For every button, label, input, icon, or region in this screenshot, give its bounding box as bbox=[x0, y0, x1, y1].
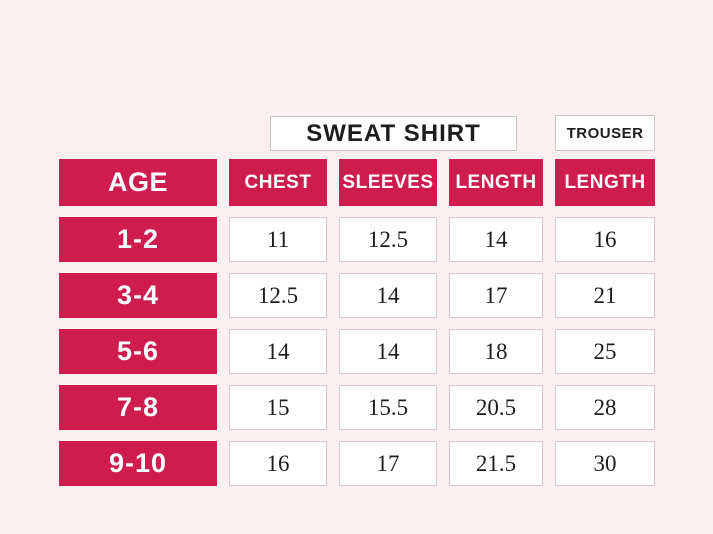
column-header-cell: SLEEVES bbox=[339, 159, 437, 206]
column-header-cell: CHEST bbox=[229, 159, 327, 206]
size-value-cell: 15.5 bbox=[339, 385, 437, 430]
age-row-label: 7-8 bbox=[59, 385, 217, 430]
age-header-cell: AGE bbox=[59, 159, 217, 206]
size-value-cell: 18 bbox=[449, 329, 543, 374]
size-value-cell: 16 bbox=[555, 217, 655, 262]
size-value-cell: 14 bbox=[449, 217, 543, 262]
size-value-cell: 15 bbox=[229, 385, 327, 430]
size-value-cell: 21 bbox=[555, 273, 655, 318]
size-value-cell: 11 bbox=[229, 217, 327, 262]
column-header-cell: LENGTH bbox=[555, 159, 655, 206]
size-value-cell: 14 bbox=[229, 329, 327, 374]
size-value-cell: 30 bbox=[555, 441, 655, 486]
size-value-cell: 14 bbox=[339, 329, 437, 374]
size-value-cell: 12.5 bbox=[229, 273, 327, 318]
trouser-group-header: TROUSER bbox=[555, 115, 655, 151]
size-value-cell: 12.5 bbox=[339, 217, 437, 262]
age-row-label: 1-2 bbox=[59, 217, 217, 262]
size-value-cell: 17 bbox=[449, 273, 543, 318]
size-value-cell: 21.5 bbox=[449, 441, 543, 486]
size-value-cell: 14 bbox=[339, 273, 437, 318]
size-table: AGE CHEST SLEEVES LENGTH LENGTH 1-2 11 12.5 14 16… bbox=[59, 159, 655, 486]
size-value-cell: 16 bbox=[229, 441, 327, 486]
column-header-cell: LENGTH bbox=[449, 159, 543, 206]
sweatshirt-group-header: SWEAT SHIRT bbox=[270, 116, 517, 151]
size-value-cell: 28 bbox=[555, 385, 655, 430]
size-value-cell: 25 bbox=[555, 329, 655, 374]
age-row-label: 9-10 bbox=[59, 441, 217, 486]
age-row-label: 3-4 bbox=[59, 273, 217, 318]
size-value-cell: 20.5 bbox=[449, 385, 543, 430]
age-row-label: 5-6 bbox=[59, 329, 217, 374]
size-value-cell: 17 bbox=[339, 441, 437, 486]
